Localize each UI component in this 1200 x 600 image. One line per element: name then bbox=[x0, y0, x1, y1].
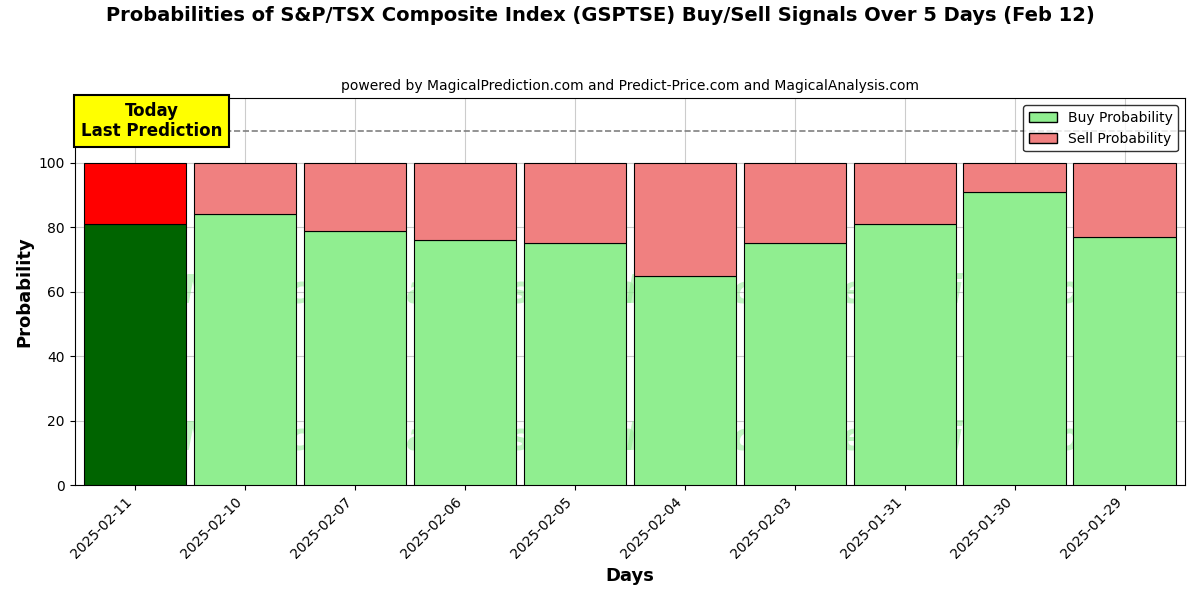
Text: Today
Last Prediction: Today Last Prediction bbox=[80, 101, 222, 140]
Bar bbox=[523, 244, 626, 485]
Bar bbox=[304, 163, 406, 230]
Text: MagicalAnalysis.com: MagicalAnalysis.com bbox=[180, 273, 636, 311]
Bar bbox=[84, 224, 186, 485]
Bar bbox=[414, 240, 516, 485]
Bar bbox=[634, 275, 736, 485]
Bar bbox=[964, 192, 1066, 485]
Legend: Buy Probability, Sell Probability: Buy Probability, Sell Probability bbox=[1024, 105, 1178, 151]
Bar bbox=[964, 163, 1066, 192]
Bar bbox=[853, 163, 955, 224]
Bar bbox=[634, 163, 736, 275]
Text: MagicalAnalysis.com: MagicalAnalysis.com bbox=[180, 420, 636, 458]
Title: powered by MagicalPrediction.com and Predict-Price.com and MagicalAnalysis.com: powered by MagicalPrediction.com and Pre… bbox=[341, 79, 919, 93]
Bar bbox=[523, 163, 626, 244]
Bar bbox=[194, 214, 296, 485]
Bar bbox=[1074, 163, 1176, 237]
Text: Probabilities of S&P/TSX Composite Index (GSPTSE) Buy/Sell Signals Over 5 Days (: Probabilities of S&P/TSX Composite Index… bbox=[106, 6, 1094, 25]
Y-axis label: Probability: Probability bbox=[16, 236, 34, 347]
Text: MagicalPrediction.com: MagicalPrediction.com bbox=[625, 273, 1123, 311]
Bar bbox=[414, 163, 516, 240]
Text: MagicalPrediction.com: MagicalPrediction.com bbox=[625, 420, 1123, 458]
Bar bbox=[304, 230, 406, 485]
Bar bbox=[84, 163, 186, 224]
Bar bbox=[853, 224, 955, 485]
Bar bbox=[1074, 237, 1176, 485]
Bar bbox=[744, 244, 846, 485]
Bar bbox=[744, 163, 846, 244]
Bar bbox=[194, 163, 296, 214]
X-axis label: Days: Days bbox=[605, 567, 654, 585]
